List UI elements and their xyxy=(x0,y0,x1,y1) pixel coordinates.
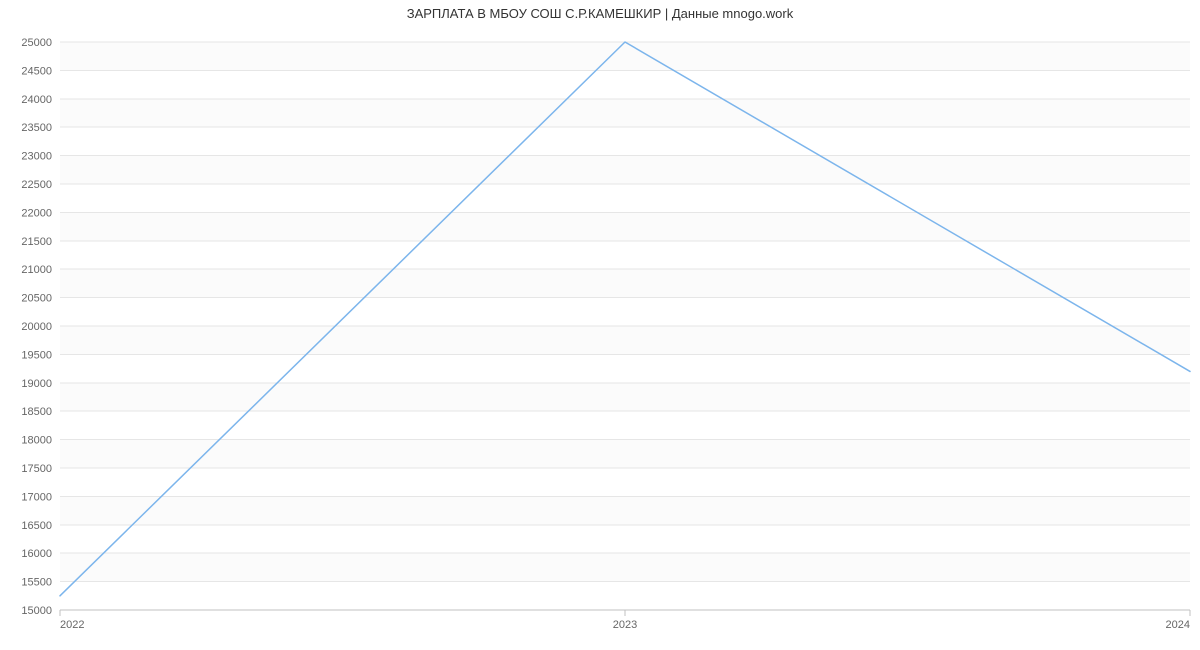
y-tick-label: 25000 xyxy=(21,37,52,49)
y-tick-label: 22500 xyxy=(21,179,52,191)
y-tick-label: 17000 xyxy=(21,491,52,503)
y-tick-label: 15500 xyxy=(21,577,52,589)
y-tick-label: 24000 xyxy=(21,94,52,106)
y-tick-label: 16000 xyxy=(21,548,52,560)
y-tick-label: 17500 xyxy=(21,463,52,475)
chart-svg: 15000 15500 16000 16500 17000 17500 18000 18500… xyxy=(0,0,1200,650)
x-tick-label: 2022 xyxy=(60,619,84,631)
x-tick-label: 2023 xyxy=(613,619,637,631)
y-tick-label: 21500 xyxy=(21,236,52,248)
x-tick-label: 2024 xyxy=(1166,619,1190,631)
y-tick-label: 20000 xyxy=(21,321,52,333)
y-tick-label: 21000 xyxy=(21,264,52,276)
y-tick-label: 19000 xyxy=(21,378,52,390)
chart-title: ЗАРПЛАТА В МБОУ СОШ С.Р.КАМЕШКИР | Данны… xyxy=(0,6,1200,21)
y-tick-label: 24500 xyxy=(21,65,52,77)
y-tick-label: 19500 xyxy=(21,349,52,361)
y-tick-label: 20500 xyxy=(21,293,52,305)
y-tick-label: 15000 xyxy=(21,605,52,617)
y-tick-label: 18000 xyxy=(21,435,52,447)
y-tick-label: 23000 xyxy=(21,151,52,163)
y-tick-label: 16500 xyxy=(21,520,52,532)
y-tick-label: 18500 xyxy=(21,406,52,418)
y-tick-label: 23500 xyxy=(21,122,52,134)
y-tick-label: 22000 xyxy=(21,207,52,219)
salary-line-chart: ЗАРПЛАТА В МБОУ СОШ С.Р.КАМЕШКИР | Данны… xyxy=(0,0,1200,650)
